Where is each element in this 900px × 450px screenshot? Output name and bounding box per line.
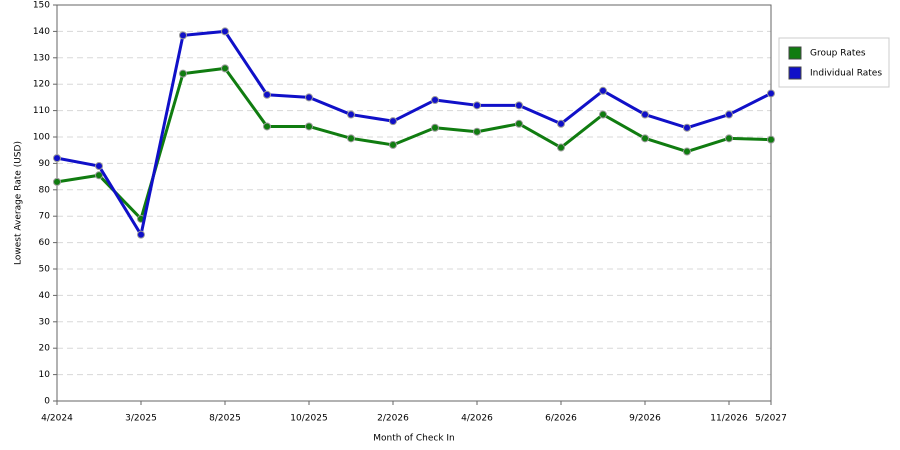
- data-point: [389, 117, 397, 126]
- data-point: [95, 171, 103, 180]
- y-tick-label: 120: [33, 80, 50, 90]
- y-tick-label: 30: [39, 317, 51, 327]
- data-point: [431, 123, 439, 132]
- y-tick-label: 10: [39, 370, 51, 380]
- data-point: [725, 110, 733, 119]
- data-point: [683, 123, 691, 132]
- x-tick-label: 8/2025: [209, 414, 241, 424]
- legend-label: Group Rates: [810, 49, 866, 59]
- data-point: [179, 31, 187, 40]
- y-tick-label: 50: [39, 265, 51, 275]
- x-tick-label: 11/2026: [710, 414, 748, 424]
- x-tick-label: 4/2026: [461, 414, 493, 424]
- y-tick-label: 150: [33, 1, 50, 11]
- data-point: [557, 119, 565, 128]
- legend-label: Individual Rates: [810, 69, 882, 79]
- y-tick-label: 100: [33, 133, 50, 143]
- plot-frame: [56, 4, 772, 402]
- x-tick-label: 10/2025: [290, 414, 327, 424]
- y-tick-label: 90: [39, 159, 51, 169]
- data-point: [53, 177, 61, 186]
- y-tick-label: 130: [33, 53, 50, 63]
- data-point: [221, 64, 229, 73]
- series-line: [56, 29, 772, 237]
- data-point: [263, 122, 271, 131]
- data-point: [389, 140, 397, 149]
- y-tick-label: 70: [39, 212, 51, 222]
- y-tick-label: 0: [44, 397, 50, 407]
- legend-box: [778, 37, 890, 88]
- data-point: [515, 101, 523, 110]
- data-point: [305, 93, 313, 102]
- data-point: [767, 135, 775, 144]
- x-tick-label: 6/2026: [545, 414, 577, 424]
- data-point: [767, 89, 775, 98]
- data-point: [473, 127, 481, 136]
- legend-swatch: [788, 66, 802, 80]
- data-point: [53, 154, 61, 163]
- y-tick-label: 80: [39, 185, 51, 195]
- y-tick-label: 140: [33, 27, 50, 37]
- data-point: [599, 110, 607, 119]
- data-point: [221, 27, 229, 36]
- y-tick-label: 20: [39, 344, 51, 354]
- data-point: [641, 110, 649, 119]
- x-tick-label: 5/2027: [755, 414, 787, 424]
- y-tick-label: 60: [39, 238, 51, 248]
- x-tick-label: 4/2024: [41, 414, 73, 424]
- data-point: [347, 134, 355, 143]
- legend-swatch: [788, 46, 802, 60]
- data-point: [179, 69, 187, 78]
- data-point: [515, 119, 523, 128]
- data-point: [305, 122, 313, 131]
- data-point: [725, 134, 733, 143]
- x-tick-label: 3/2025: [125, 414, 157, 424]
- data-point: [683, 147, 691, 156]
- data-point: [137, 230, 145, 239]
- series-line: [56, 66, 772, 221]
- y-tick-label: 110: [33, 106, 50, 116]
- data-point: [557, 143, 565, 152]
- y-tick-label: 40: [39, 291, 51, 301]
- data-point: [641, 134, 649, 143]
- data-point: [473, 101, 481, 110]
- data-point: [599, 86, 607, 95]
- data-point: [95, 162, 103, 171]
- data-point: [347, 110, 355, 119]
- y-axis-label: Lowest Average Rate (USD): [14, 141, 24, 265]
- x-tick-label: 9/2026: [629, 414, 661, 424]
- x-axis-label: Month of Check In: [373, 434, 455, 444]
- data-point: [431, 96, 439, 105]
- data-point: [263, 90, 271, 99]
- x-tick-label: 2/2026: [377, 414, 409, 424]
